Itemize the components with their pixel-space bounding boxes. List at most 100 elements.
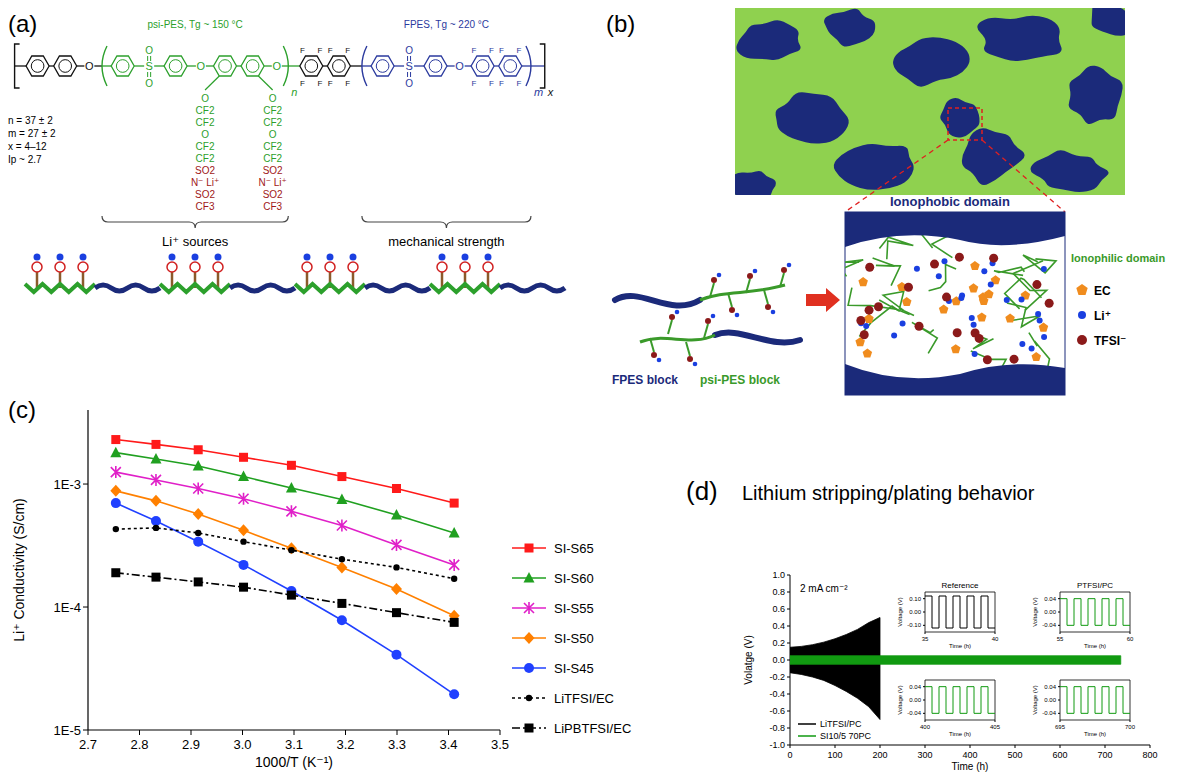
parameter: n = 37 ± 2: [8, 115, 53, 126]
legend-marker: [525, 544, 534, 553]
parenthesis: [102, 46, 107, 86]
parameter: x = 4–12: [8, 141, 47, 152]
tfsi-anion: [983, 355, 992, 364]
atom-label: F: [499, 79, 504, 88]
x-tick-label: 40: [992, 636, 999, 642]
atom-label: O: [145, 78, 153, 89]
benzene-ring: [327, 56, 350, 76]
domain-label: Ionophilic domain: [1071, 252, 1165, 264]
data-point: [153, 525, 159, 531]
data-point: [391, 539, 401, 551]
data-point: [239, 560, 249, 570]
lithium-ion: [717, 273, 722, 278]
benzene-ring: [471, 56, 494, 76]
x-tick-label: 100: [827, 750, 842, 760]
lithium-ion: [988, 281, 994, 287]
lithium-ion: [304, 254, 311, 261]
bond: [206, 65, 214, 66]
side-chain-group: CF2: [263, 153, 282, 164]
legend-marker: [525, 724, 534, 733]
aromatic-circle: [246, 60, 259, 73]
bracket: [540, 44, 545, 88]
plot-background: [1060, 680, 1130, 720]
y-tick: [1058, 713, 1060, 714]
side-chain-group: CF2: [263, 117, 282, 128]
tfsi-anion: [989, 254, 998, 263]
voltage-band: [790, 656, 1121, 665]
figure: (a)(b)(c)(d)OSOOOOnFFFFFFFFSOOOFFFFFFFFm…: [0, 0, 1204, 778]
y-tick: [923, 625, 925, 626]
x-tick-label: 3.0: [233, 737, 251, 752]
ec-molecule: [1005, 313, 1015, 322]
ionophobic-blob: [1069, 66, 1123, 124]
data-point: [238, 524, 249, 536]
aromatic-circle: [333, 60, 346, 73]
plot-background: [925, 680, 995, 720]
x-tick: [970, 745, 971, 748]
anion-site: [78, 262, 88, 272]
bond: [414, 65, 424, 66]
y-tick-label: 1E-4: [54, 600, 81, 615]
x-tick-label: 400: [962, 750, 977, 760]
x-axis-line: [925, 632, 995, 633]
y-tick: [787, 660, 790, 661]
y-tick-label: -0.10: [907, 622, 921, 628]
y-tick: [787, 626, 790, 627]
bond: [102, 65, 111, 66]
x-tick: [294, 730, 295, 735]
anion-site: [213, 262, 223, 272]
data-point: [193, 460, 204, 471]
side-chain: [746, 279, 750, 293]
bond: [258, 76, 272, 90]
legend-marker: [524, 602, 534, 614]
legend-label: LiPBTFSI/EC: [554, 721, 631, 736]
legend-label: SI-S50: [554, 631, 594, 646]
side-chain-group: SO2: [195, 189, 215, 200]
data-point: [288, 547, 294, 553]
legend-label: TFSI⁻: [1094, 334, 1126, 348]
polymer-chain: [873, 258, 901, 286]
y-tick-label: 0.0: [772, 655, 785, 665]
side-chain-group: O: [201, 93, 209, 104]
lithium-ion: [57, 254, 64, 261]
x-tick-label: 700: [1097, 750, 1112, 760]
y-tick-label: -0.04: [907, 710, 921, 716]
x-tick-label: 35: [922, 636, 929, 642]
x-axis-title: Time (h): [949, 731, 971, 737]
legend-label: LiTFSI/EC: [554, 691, 614, 706]
y-tick-label: 0.04: [1044, 684, 1056, 690]
brace-label: mechanical strength: [388, 234, 504, 249]
y-tick-label: 1E-5: [54, 723, 81, 738]
y-tick-label: 0.00: [1044, 697, 1056, 703]
bond: [447, 65, 455, 66]
side-chain-group: N⁻ Li⁺: [258, 177, 286, 188]
lithium-ion: [657, 358, 662, 363]
data-point: [391, 583, 402, 595]
benzene-ring: [214, 56, 237, 76]
x-axis-title: 1000/T (K⁻¹): [255, 754, 333, 770]
side-chain-group: CF2: [196, 117, 215, 128]
inset-axes: 400405-0.040.000.04Time (h)Voltage (V): [897, 680, 1001, 737]
frame-line: [925, 680, 995, 681]
parameter: m = 27 ± 2: [8, 128, 56, 139]
legend-label: LiTFSI/PC: [820, 719, 862, 729]
data-point: [392, 484, 401, 493]
x-tick: [1015, 745, 1016, 748]
y-tick-label: -0.4: [769, 689, 785, 699]
data-point: [336, 561, 347, 573]
x-tick: [1130, 720, 1131, 722]
x-tick: [1150, 745, 1151, 748]
y-tick: [923, 700, 925, 701]
lithium-ion: [941, 258, 947, 264]
polymer-chain: [929, 265, 957, 291]
inset-axes: 5560-0.040.000.04Time (h)Voltage (V)PTFS…: [1032, 581, 1134, 649]
morphology-blobs: [735, 8, 1125, 195]
x-tick-label: 3.2: [336, 737, 354, 752]
tfsi-anion: [1045, 299, 1054, 308]
bond: [205, 76, 219, 90]
bond: [531, 65, 545, 66]
ionophobic-blob: [962, 128, 1025, 185]
atom-label: F: [300, 46, 305, 55]
bond: [288, 65, 300, 66]
x-axis-title: Time (h): [949, 643, 971, 649]
